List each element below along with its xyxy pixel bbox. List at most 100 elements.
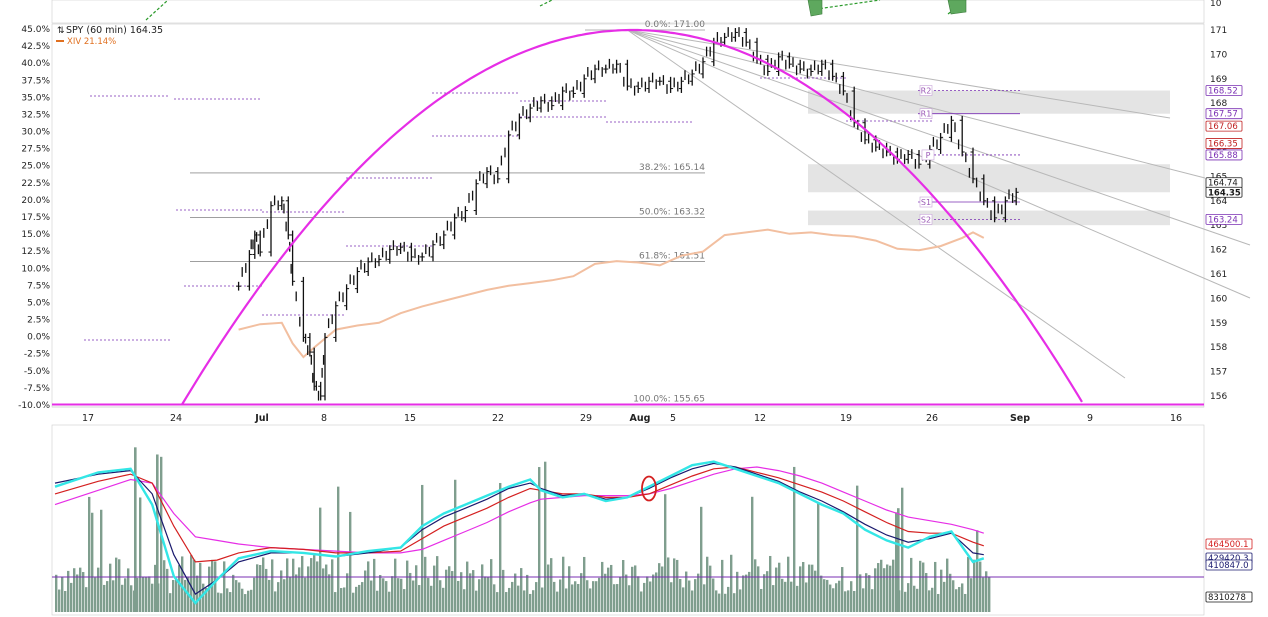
price-tags: 168.52 167.57 167.06 166.35 165.88 164.74164.… [1205,85,1243,225]
volume-bar [565,588,568,612]
volume-bar [970,578,973,612]
volume-bar [739,589,742,612]
volume-bar [475,590,478,612]
volume-bar [832,588,835,612]
volume-bar [304,577,307,612]
volume-bar [134,447,137,612]
pivot-label: S2 [921,215,931,224]
volume-bar [784,581,787,612]
right-axis-tick: 164 [1210,197,1227,207]
fib-level-label: 50.0%: 163.32 [639,207,705,217]
volume-bar [100,509,103,612]
volume-bar [985,571,988,612]
volume-bar [148,576,151,612]
pivot-zone [808,164,1170,193]
volume-bar [145,576,148,612]
volume-bar [703,584,706,612]
price-tag: 167.06 [1208,122,1238,132]
volume-bar [196,575,199,612]
volume-bar [805,582,808,612]
price-tag-box [1205,85,1243,96]
right-axis-tick: 161 [1210,270,1227,280]
volume-bar [205,588,208,612]
volume-bar [778,562,781,612]
volume-bar [181,556,184,612]
volume-bar [163,560,166,612]
left-axis-tick: 22.5% [21,179,50,189]
left-axis-tick: -5.0% [24,367,51,377]
trend-lines [627,29,1251,379]
pivot-label: S1 [921,198,931,207]
volume-bar [646,576,649,612]
volume-bar [625,574,628,612]
volume-bar [604,573,607,612]
volume-bar [508,587,511,612]
volume-bar [934,561,937,612]
volume-bar [790,581,793,612]
volume-bar [853,591,856,612]
volume-bar [871,589,874,612]
left-axis-tick: 25.0% [21,162,50,172]
x-axis-tick: 17 [82,413,94,424]
volume-bar [688,580,691,612]
volume-bar [736,571,739,612]
volume-bar [916,588,919,612]
volume-bar [883,568,886,612]
volume-bar [76,574,79,612]
volume-bar [961,583,964,612]
volume-bar [892,559,895,612]
volume-bar [661,566,664,612]
volume-bar [706,556,709,612]
price-tag-box [1205,108,1243,120]
volume-bar [430,585,433,612]
volume-bar [124,578,127,612]
right-axis-tick: 10 [1210,0,1222,9]
volume-bar [220,593,223,612]
right-axis-tick: 169 [1210,75,1227,85]
left-axis-tick: 35.0% [21,93,50,103]
volume-bar [502,569,505,612]
left-axis-tick: 45.0% [21,25,50,35]
x-axis-tick: Aug [630,413,651,424]
volume-bar [897,508,900,612]
volume-bar [979,561,982,612]
volume-bar [967,556,970,612]
price-tag: 166.35 [1208,139,1238,149]
trend-line [627,29,1251,246]
left-axis-tick: 12.5% [21,247,50,257]
price-panel: 0.0%: 171.00 38.2%: 165.14 50.0%: 163.32 61… [18,0,1251,424]
x-axis-tick: 26 [926,413,938,424]
volume-bar [901,487,904,612]
x-axis-tick: 5 [670,413,676,424]
x-axis-tick: 29 [580,413,592,424]
volume-bar [496,592,499,612]
volume-bar [409,572,412,612]
price-tag: 163.24 [1208,215,1238,225]
volume-bar [748,571,751,612]
volume-bar [427,577,430,612]
volume-bar [136,577,139,612]
volume-bar [529,593,532,612]
volume-bar [121,584,124,612]
right-axis-tick: 162 [1210,246,1227,256]
date-axis: 17 24 Jul 8 15 22 29 Aug 5 12 19 26 Sep 9 16 [52,406,1204,424]
volume-bar [730,554,733,612]
price-tag: 168.52 [1208,87,1238,97]
volume-bar [280,570,283,612]
volume-bar [358,584,361,612]
volume-bar [328,574,331,612]
x-axis-tick: 15 [404,413,416,424]
volume-bar [442,587,445,612]
volume-bar [592,581,595,612]
left-axis-tick: 7.5% [27,281,50,291]
volume-bar [877,563,880,612]
volume-bar [943,581,946,612]
volume-bar [670,582,673,612]
left-axis-tick: 2.5% [27,316,50,326]
volume-bar [418,585,421,612]
volume-bar [379,575,382,612]
left-axis-tick: 5.0% [27,298,50,308]
left-axis-tick: 37.5% [21,76,50,86]
volume-bar [733,593,736,612]
